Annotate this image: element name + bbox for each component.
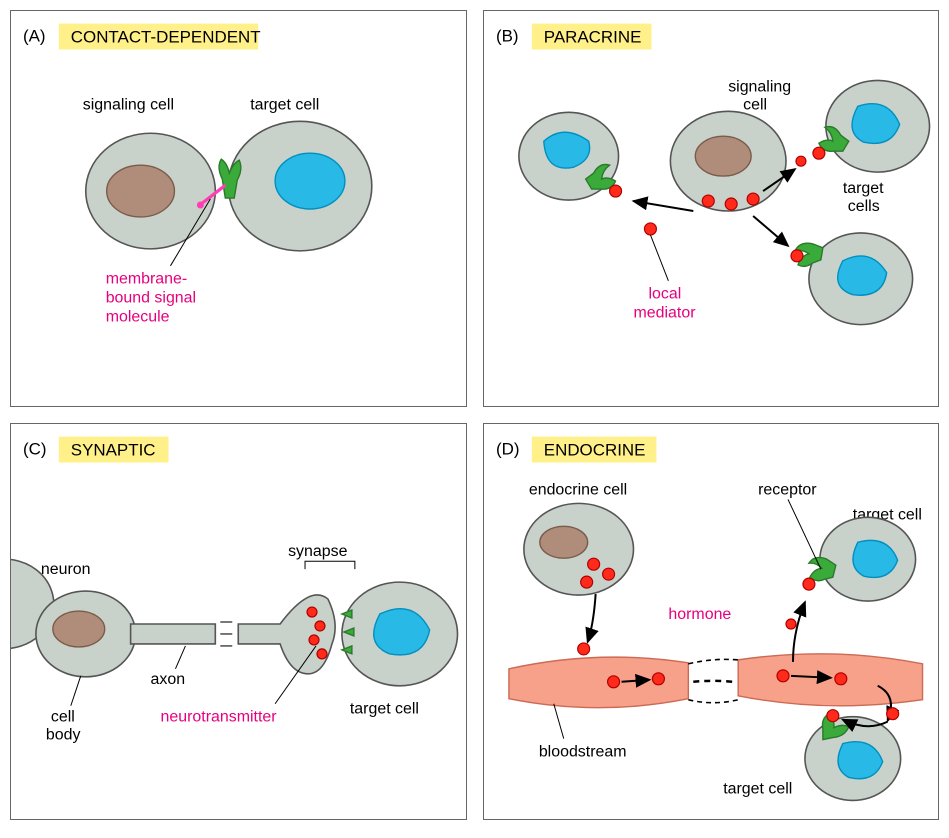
hormone-dot <box>777 670 789 682</box>
panel-title: ENDOCRINE <box>543 441 645 460</box>
nucleus-neuron <box>53 611 105 647</box>
neurotransmitter-dot <box>309 635 319 645</box>
panel-b: (B) PARACRINE signaling cell <box>483 10 940 407</box>
leader-line <box>553 704 563 739</box>
blood-flow-dash <box>693 681 733 682</box>
label-signaling-cell: signaling cell <box>83 96 174 113</box>
panel-grid: (A) CONTACT-DEPENDENT signaling cell tar… <box>10 10 939 820</box>
label-synapse: synapse <box>288 543 347 560</box>
leader-line <box>175 646 185 669</box>
mediator-dot <box>609 185 621 197</box>
hormone-dot <box>652 673 664 685</box>
synapse-bracket <box>305 561 355 569</box>
leader-line <box>650 235 668 281</box>
mediator-dot <box>812 147 824 159</box>
leader-line <box>787 499 820 569</box>
signal-molecule-end <box>197 202 204 209</box>
mediator-dot <box>644 223 656 235</box>
hormone-dot <box>602 568 614 580</box>
arrow <box>633 201 693 211</box>
axon-terminal <box>238 595 335 674</box>
arrow <box>587 594 595 642</box>
panel-letter: (C) <box>23 440 47 459</box>
panel-a: (A) CONTACT-DEPENDENT signaling cell tar… <box>10 10 467 407</box>
label-hormone: hormone <box>668 606 731 623</box>
mediator-dot <box>747 193 759 205</box>
nucleus-signaling <box>107 165 175 217</box>
hormone-dot <box>587 558 599 570</box>
mediator-dot <box>795 156 805 166</box>
hormone-dot <box>834 673 846 685</box>
label-membrane-l1: membrane- <box>106 271 188 288</box>
blood-break <box>688 659 738 663</box>
label-membrane-l3: molecule <box>106 309 170 326</box>
label-receptor: receptor <box>758 481 817 498</box>
label-cell-body-l1: cell <box>51 709 75 726</box>
label-target-cell-bottom: target cell <box>723 780 792 797</box>
label-local-mediator-l2: mediator <box>633 305 696 322</box>
label-cell-body-l2: body <box>46 727 81 744</box>
bloodstream-right <box>738 654 922 706</box>
neurotransmitter-dot <box>317 649 327 659</box>
panel-title: SYNAPTIC <box>71 441 156 460</box>
neurotransmitter-dot <box>307 607 317 617</box>
label-axon: axon <box>151 671 186 688</box>
hormone-dot <box>580 576 592 588</box>
hormone-dot <box>607 676 619 688</box>
neurotransmitter-dot <box>315 621 325 631</box>
nucleus-endocrine <box>539 526 587 558</box>
axon-left <box>131 624 216 644</box>
panel-letter: (B) <box>495 27 518 46</box>
nucleus-signaling <box>695 136 751 176</box>
panel-letter: (A) <box>23 27 46 46</box>
panel-title: CONTACT-DEPENDENT <box>71 28 261 47</box>
mediator-dot <box>725 198 737 210</box>
label-endocrine-cell: endocrine cell <box>528 481 626 498</box>
label-bloodstream: bloodstream <box>538 744 626 761</box>
nucleus-target <box>275 153 345 209</box>
label-target-cells-l1: target <box>842 180 883 197</box>
label-target-cells-l2: cells <box>847 198 879 215</box>
mediator-dot <box>702 195 714 207</box>
label-neuron: neuron <box>41 561 91 578</box>
label-target-cell: target cell <box>250 96 319 113</box>
panel-d: (D) ENDOCRINE endocrine cell receptor ta… <box>483 423 940 820</box>
arrow <box>753 216 788 246</box>
panel-title: PARACRINE <box>543 28 641 47</box>
label-signaling-cell-l2: cell <box>743 96 767 113</box>
label-target-cell: target cell <box>350 701 419 718</box>
hormone-dot <box>886 708 898 720</box>
label-neurotransmitter: neurotransmitter <box>161 709 278 726</box>
leader-line <box>71 676 81 706</box>
arrow <box>792 602 804 662</box>
hormone-dot <box>577 643 589 655</box>
hormone-dot <box>786 619 796 629</box>
panel-letter: (D) <box>495 440 519 459</box>
hormone-dot <box>826 710 838 722</box>
mediator-dot <box>790 250 802 262</box>
label-signaling-cell-l1: signaling <box>728 78 791 95</box>
nucleus-t1 <box>543 132 589 168</box>
blood-break <box>688 700 738 703</box>
panel-c: (C) SYNAPTIC neuron synapse <box>10 423 467 820</box>
label-membrane-l2: bound signal <box>106 290 196 307</box>
hormone-dot <box>802 578 814 590</box>
label-local-mediator-l1: local <box>648 286 681 303</box>
